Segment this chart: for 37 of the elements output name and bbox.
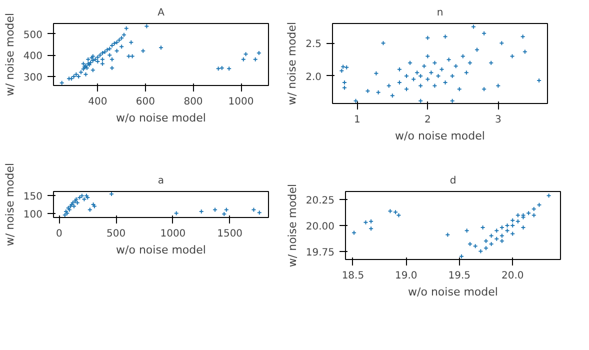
x-tick-label: 400 — [88, 96, 108, 108]
x-axis-title: w/o noise model — [116, 244, 206, 256]
y-tick-label: 400 — [23, 51, 43, 62]
x-axis-title: w/o noise model — [395, 130, 485, 142]
x-tick-label: 1000 — [160, 228, 186, 240]
x-tick-label: 19.0 — [395, 270, 418, 282]
x-tick-label: 0 — [56, 228, 62, 240]
y-tick-label: 150 — [23, 192, 43, 203]
x-tick-label: 18.5 — [342, 270, 364, 282]
y-tick-label: 2.0 — [306, 72, 322, 83]
x-axis-title: w/o noise model — [116, 112, 206, 124]
x-tick-label: 1000 — [228, 96, 254, 108]
y-tick-label: 20.00 — [306, 222, 335, 232]
x-tick-label: 800 — [184, 96, 203, 108]
x-tick-label: 3 — [494, 114, 502, 126]
y-tick-label: 100 — [23, 209, 43, 220]
y-tick-label: 20.25 — [306, 196, 335, 207]
y-axis-title: w/ noise model — [286, 22, 299, 106]
x-tick-label: 2 — [424, 114, 431, 126]
y-axis-title: w/ noise model — [286, 184, 299, 268]
chart-title: d — [450, 176, 456, 186]
y-axis-title: w/ noise model — [3, 12, 16, 96]
x-axis-title: w/o noise model — [408, 286, 498, 298]
x-tick-label: 600 — [136, 96, 156, 108]
y-tick-label: 500 — [23, 30, 43, 41]
y-tick-label: 300 — [23, 72, 43, 84]
chart-title: n — [436, 8, 444, 18]
x-tick-label: 1 — [354, 114, 360, 126]
x-tick-label: 19.5 — [448, 270, 471, 282]
chart-title: A — [158, 8, 165, 18]
y-tick-label: 19.75 — [306, 247, 335, 258]
y-axis-title: w/ noise model — [3, 162, 16, 246]
x-tick-label: 1500 — [217, 228, 243, 240]
x-tick-label: 500 — [106, 228, 126, 240]
chart-title: a — [158, 176, 164, 186]
x-tick-label: 20.0 — [501, 270, 524, 282]
y-tick-label: 2.5 — [306, 39, 322, 50]
